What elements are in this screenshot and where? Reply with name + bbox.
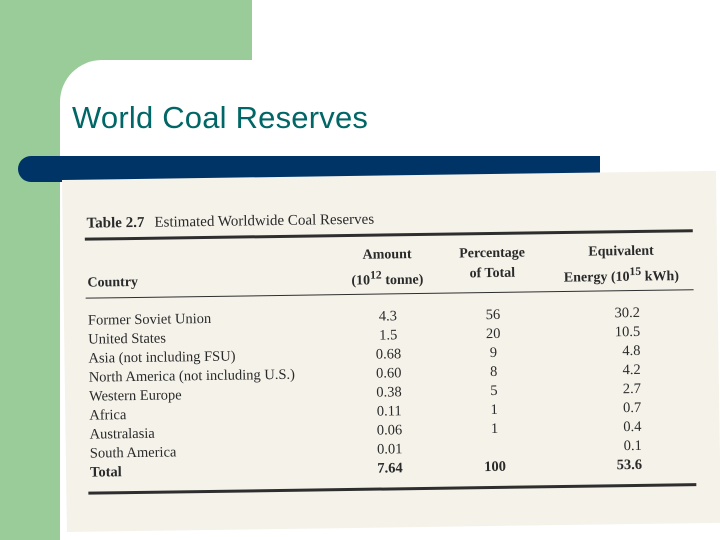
header-country: Country (87, 274, 139, 291)
header-energy-unit: Energy (1015 kWh) (547, 261, 695, 289)
cell-percentage: 1 (490, 401, 498, 419)
cell-country: Africa (89, 407, 127, 424)
cell-energy: 4.2 (622, 361, 641, 379)
cell-energy: 10.5 (614, 323, 641, 341)
cell-amount: 0.68 (375, 346, 402, 363)
table-bottom-rule (88, 483, 697, 495)
cell-percentage: 8 (489, 363, 498, 381)
energy-unit-rest: kWh) (641, 269, 680, 285)
energy-unit-exponent: 15 (629, 264, 642, 279)
slide-title: World Coal Reserves (72, 100, 369, 135)
table-caption-text: Estimated Worldwide Coal Reserves (154, 211, 375, 231)
table-number: Table 2.7 (86, 214, 145, 232)
table-caption: Table 2.7 Estimated Worldwide Coal Reserv… (87, 212, 375, 233)
cell-percentage: 20 (485, 325, 501, 343)
cell-percentage (452, 438, 538, 439)
cell-country: Australasia (89, 425, 155, 443)
cell-percentage: 56 (485, 306, 501, 324)
cell-amount: 4.3 (378, 308, 398, 325)
left-green-strip (0, 0, 60, 540)
total-percentage: 100 (484, 458, 507, 476)
cell-amount: 0.38 (376, 384, 402, 401)
header-energy: Equivalent Energy (1015 kWh) (547, 241, 696, 289)
scanned-table-image: Table 2.7 Estimated Worldwide Coal Reserv… (62, 170, 720, 532)
header-percentage: Percentage of Total (449, 243, 536, 284)
cell-percentage: 9 (489, 344, 498, 362)
cell-percentage: 5 (490, 382, 498, 400)
cell-amount: 0.06 (376, 422, 403, 439)
total-label: Total (89, 464, 122, 481)
cell-country: Western Europe (88, 387, 182, 405)
cell-energy: 0.1 (623, 437, 642, 455)
cell-energy: 2.7 (622, 380, 642, 398)
header-energy-label: Equivalent (588, 243, 654, 260)
header-percentage-line2: of Total (469, 265, 516, 282)
amount-unit-rest: tonne) (381, 272, 424, 289)
header-amount-unit: (1012 tonne) (339, 265, 435, 292)
cell-amount: 0.60 (375, 365, 402, 382)
cell-percentage: 1 (490, 420, 499, 438)
cell-energy: 30.2 (614, 304, 641, 322)
total-energy: 53.6 (616, 456, 643, 474)
cell-amount: 0.11 (376, 403, 402, 420)
cell-amount: 1.5 (379, 327, 398, 344)
energy-unit-base: Energy (10 (563, 269, 630, 286)
cell-country: United States (88, 330, 167, 348)
header-amount-label: Amount (362, 247, 412, 263)
header-percentage-line1: Percentage (459, 245, 526, 262)
cell-amount: 0.01 (376, 441, 403, 458)
cell-country: Former Soviet Union (87, 310, 212, 329)
amount-unit-exponent: 12 (369, 268, 382, 282)
table-body: Former Soviet Union 4.3 56 30.2 United S… (88, 303, 698, 482)
cell-energy: 0.7 (623, 399, 642, 417)
cell-energy: 0.4 (623, 418, 642, 436)
header-amount: Amount (1012 tonne) (339, 245, 436, 292)
total-amount: 7.64 (377, 460, 403, 477)
cell-country: South America (89, 444, 177, 462)
amount-unit-base: (10 (351, 273, 371, 289)
cell-energy: 4.8 (622, 342, 641, 360)
cell-country: Asia (not including FSU) (88, 348, 236, 367)
